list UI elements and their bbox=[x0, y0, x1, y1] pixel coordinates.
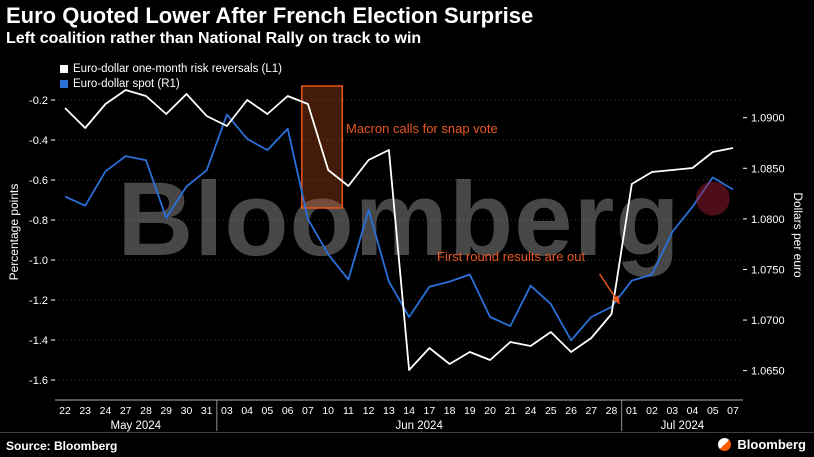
left-axis-tick-label: -0.6 bbox=[29, 175, 48, 187]
date-label: 28 bbox=[606, 405, 618, 417]
white-series-swatch-icon bbox=[60, 64, 68, 73]
bloomberg-logo-text: Bloomberg bbox=[737, 437, 806, 452]
month-label: May 2024 bbox=[111, 420, 162, 432]
blue-series-swatch-icon bbox=[60, 79, 68, 88]
right-axis-tick-label: 1.0700 bbox=[751, 315, 785, 327]
source-attribution: Source: Bloomberg bbox=[6, 439, 118, 453]
bloomberg-mark-icon bbox=[718, 438, 732, 451]
right-axis-tick-label: 1.0900 bbox=[751, 113, 785, 125]
date-label: 05 bbox=[707, 405, 719, 417]
date-label: 27 bbox=[585, 405, 597, 417]
annotation-macron-snap-vote: Macron calls for snap vote bbox=[346, 121, 498, 136]
date-label: 21 bbox=[504, 405, 516, 417]
date-label: 26 bbox=[565, 405, 577, 417]
left-axis-tick-label: -1.4 bbox=[29, 335, 48, 347]
date-label: 04 bbox=[241, 405, 253, 417]
series-line bbox=[64, 89, 734, 371]
page-title: Euro Quoted Lower After French Election … bbox=[6, 3, 534, 28]
date-label: 07 bbox=[302, 405, 314, 417]
left-axis-tick-label: -0.8 bbox=[29, 215, 48, 227]
right-axis-tick-label: 1.0850 bbox=[751, 163, 785, 175]
date-label: 31 bbox=[201, 405, 213, 417]
date-label: 03 bbox=[221, 405, 233, 417]
date-label: 28 bbox=[140, 405, 152, 417]
date-label: 24 bbox=[525, 405, 537, 417]
date-label: 02 bbox=[646, 405, 658, 417]
date-label: 25 bbox=[545, 405, 557, 417]
date-label: 17 bbox=[424, 405, 436, 417]
legend-label-risk-reversals: Euro-dollar one-month risk reversals (L1… bbox=[73, 62, 282, 75]
series-line bbox=[64, 113, 734, 342]
legend-item-spot: Euro-dollar spot (R1) bbox=[60, 76, 282, 91]
right-axis-title: Dollars per euro bbox=[791, 192, 805, 278]
legend-item-risk-reversals: Euro-dollar one-month risk reversals (L1… bbox=[60, 61, 282, 76]
page-subtitle: Left coalition rather than National Rall… bbox=[6, 30, 422, 47]
date-label: 19 bbox=[464, 405, 476, 417]
left-axis-tick-label: -1.2 bbox=[29, 295, 48, 307]
date-label: 29 bbox=[160, 405, 172, 417]
date-label: 10 bbox=[322, 405, 334, 417]
date-label: 18 bbox=[444, 405, 456, 417]
right-axis-tick-label: 1.0800 bbox=[751, 214, 785, 226]
left-axis-tick-label: -1.0 bbox=[29, 255, 48, 267]
date-label: 06 bbox=[282, 405, 294, 417]
date-label: 11 bbox=[343, 405, 354, 417]
month-label: Jun 2024 bbox=[396, 420, 444, 432]
glow-marker bbox=[695, 181, 730, 216]
right-axis-tick-label: 1.0750 bbox=[751, 264, 785, 276]
chart-legend: Euro-dollar one-month risk reversals (L1… bbox=[60, 61, 282, 91]
left-axis-tick-label: -1.6 bbox=[29, 375, 48, 387]
date-label: 03 bbox=[666, 405, 678, 417]
legend-label-spot: Euro-dollar spot (R1) bbox=[73, 77, 180, 90]
date-label: 24 bbox=[100, 405, 112, 417]
left-axis-tick-label: -0.4 bbox=[29, 135, 48, 147]
date-label: 23 bbox=[79, 405, 91, 417]
right-axis-tick-label: 1.0650 bbox=[751, 366, 785, 378]
date-label: 13 bbox=[383, 405, 395, 417]
left-axis-tick-label: -0.2 bbox=[29, 95, 48, 107]
footer-divider bbox=[0, 432, 814, 433]
bloomberg-logo: Bloomberg bbox=[718, 437, 806, 452]
date-label: 01 bbox=[626, 405, 638, 417]
date-label: 04 bbox=[687, 405, 699, 417]
date-label: 12 bbox=[363, 405, 375, 417]
date-label: 30 bbox=[181, 405, 193, 417]
date-label: 27 bbox=[120, 405, 132, 417]
date-label: 14 bbox=[403, 405, 415, 417]
annotation-first-round-results: First round results are out bbox=[437, 249, 586, 264]
date-label: 20 bbox=[484, 405, 496, 417]
date-label: 07 bbox=[727, 405, 739, 417]
date-label: 05 bbox=[262, 405, 274, 417]
date-label: 22 bbox=[59, 405, 71, 417]
left-axis-title: Percentage points bbox=[7, 183, 21, 281]
annotation-arrowhead bbox=[611, 295, 620, 304]
month-label: Jul 2024 bbox=[661, 420, 705, 432]
